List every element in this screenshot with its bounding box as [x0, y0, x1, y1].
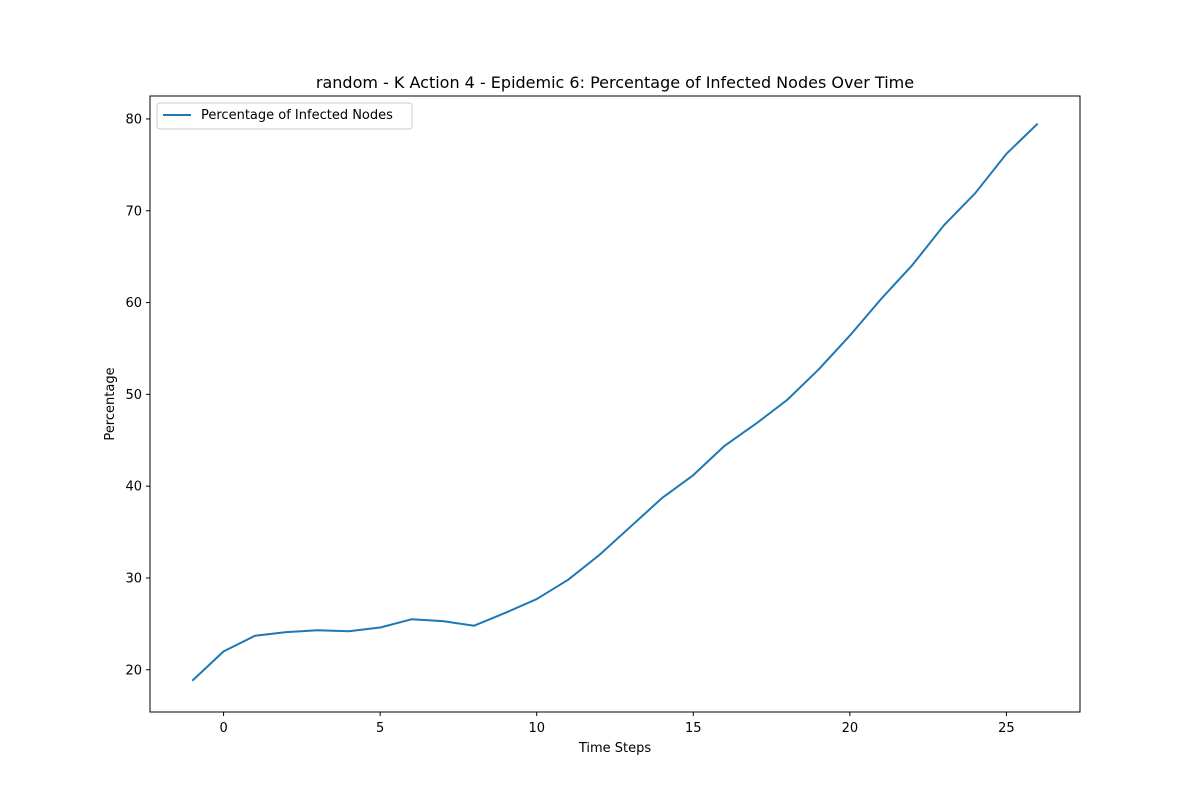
y-tick-label: 80: [125, 112, 142, 127]
y-tick-label: 20: [125, 663, 142, 678]
x-tick-label: 25: [998, 721, 1015, 736]
legend-box: [156, 102, 413, 130]
y-tick-label: 40: [125, 480, 142, 495]
plot-area: [191, 122, 1039, 682]
y-tick-label: 30: [125, 571, 142, 586]
y-tick-label: 60: [125, 296, 142, 311]
y-axis-label: Percentage: [103, 367, 118, 440]
x-axis: 0 5 10 15 20 25: [219, 712, 1015, 736]
y-axis: 20 30 40 50 60 70 80: [125, 112, 150, 678]
series-line-0: [191, 122, 1039, 682]
chart-title: random - K Action 4 - Epidemic 6: Percen…: [316, 73, 914, 92]
legend-label: Percentage of Infected Nodes: [201, 108, 393, 123]
x-tick-label: 20: [842, 721, 859, 736]
x-tick-label: 10: [528, 721, 545, 736]
x-tick-label: 0: [219, 721, 227, 736]
axes-frame: [149, 95, 1081, 713]
x-axis-label: Time Steps: [578, 741, 652, 756]
y-tick-label: 70: [125, 204, 142, 219]
y-tick-label: 50: [125, 388, 142, 403]
legend: Percentage of Infected Nodes: [156, 102, 413, 130]
x-tick-label: 5: [376, 721, 384, 736]
x-tick-label: 15: [685, 721, 702, 736]
